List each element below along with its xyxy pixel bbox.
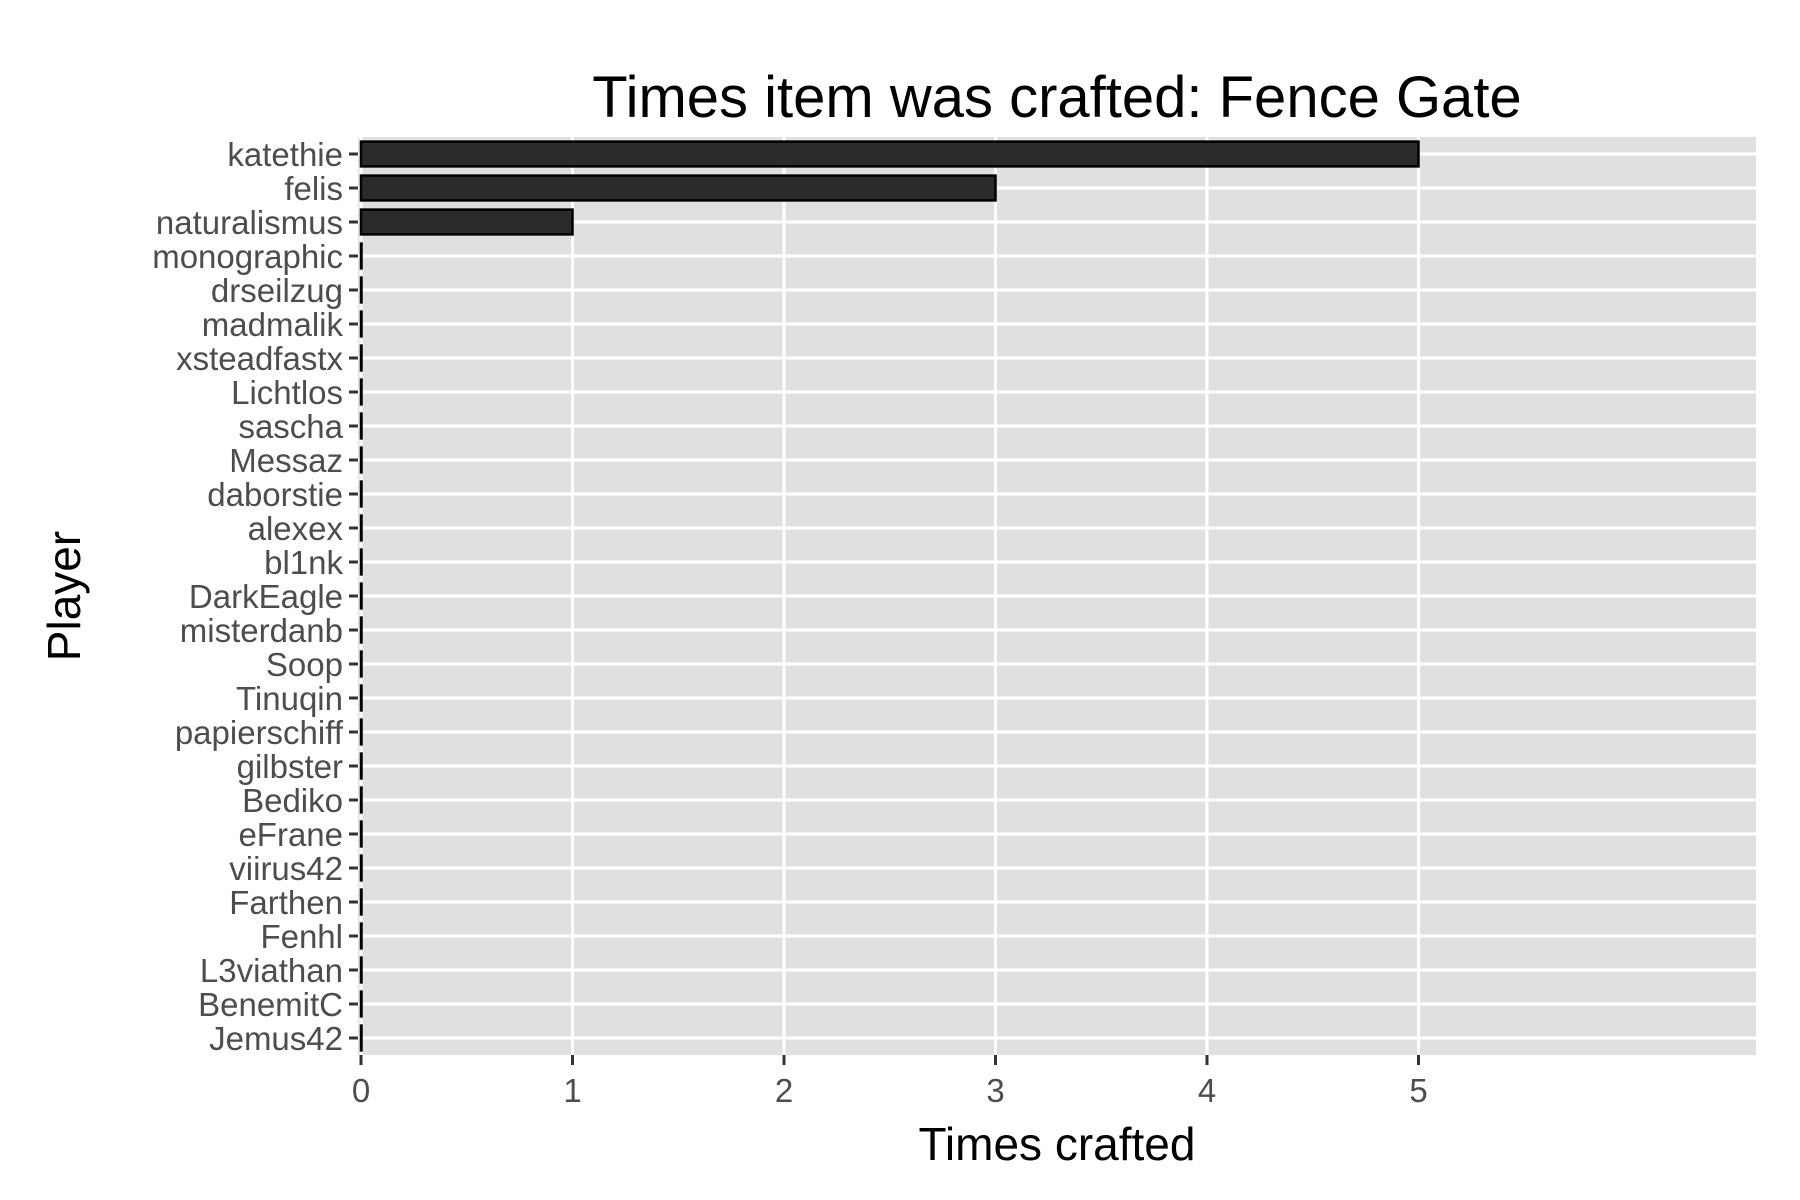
bar <box>359 956 363 984</box>
bar <box>359 752 363 780</box>
y-tick-label: naturalismus <box>156 204 343 241</box>
bar <box>359 718 363 746</box>
bar <box>359 888 363 916</box>
bar <box>359 242 363 270</box>
y-axis: katethiefelisnaturalismusmonographicdrse… <box>152 136 358 1057</box>
bar <box>359 820 363 848</box>
bar <box>359 514 363 542</box>
y-tick-label: DarkEagle <box>189 578 343 615</box>
bar <box>359 446 363 474</box>
y-tick-label: viirus42 <box>229 850 343 887</box>
y-tick-label: sascha <box>238 408 343 445</box>
y-tick-label: Farthen <box>229 884 343 921</box>
y-tick-label: monographic <box>152 238 343 275</box>
y-tick-label: Jemus42 <box>209 1020 343 1057</box>
y-tick-label: Fenhl <box>260 918 343 955</box>
y-tick-label: Lichtlos <box>231 374 343 411</box>
chart-title: Times item was crafted: Fence Gate <box>592 65 1521 130</box>
y-tick-label: L3viathan <box>200 952 343 989</box>
y-tick-label: Soop <box>266 646 343 683</box>
x-tick-label: 3 <box>986 1072 1004 1109</box>
y-tick-label: misterdanb <box>180 612 343 649</box>
y-tick-label: Bediko <box>242 782 343 819</box>
y-tick-label: BenemitC <box>198 986 343 1023</box>
y-tick-label: bl1nk <box>264 544 343 581</box>
bar <box>359 650 363 678</box>
bar <box>359 276 363 304</box>
y-tick-label: xsteadfastx <box>176 340 343 377</box>
bar <box>359 854 363 882</box>
x-tick-label: 1 <box>563 1072 581 1109</box>
bar <box>359 1024 363 1052</box>
bar <box>359 174 997 202</box>
y-tick-label: alexex <box>248 510 344 547</box>
bar <box>359 344 363 372</box>
x-tick-label: 4 <box>1198 1072 1216 1109</box>
bar <box>359 310 363 338</box>
x-tick-label: 5 <box>1409 1072 1427 1109</box>
y-tick-label: gilbster <box>237 748 343 785</box>
x-axis: 0 1 2 3 4 5 <box>352 1055 1428 1109</box>
grid-lines <box>358 137 1756 1055</box>
y-tick-label: eFrane <box>238 816 343 853</box>
x-tick-label: 2 <box>775 1072 793 1109</box>
y-tick-label: madmalik <box>202 306 344 343</box>
y-tick-label: drseilzug <box>211 272 343 309</box>
y-tick-label: daborstie <box>207 476 343 513</box>
bar <box>359 786 363 814</box>
x-axis-title: Times crafted <box>919 1118 1196 1170</box>
y-tick-label: felis <box>284 170 343 207</box>
y-axis-title: Player <box>38 531 90 661</box>
bars <box>359 140 1420 1052</box>
y-tick-label: Messaz <box>229 442 343 479</box>
bar <box>359 208 574 236</box>
bar <box>359 684 363 712</box>
bar <box>359 990 363 1018</box>
bar <box>359 548 363 576</box>
bar <box>359 378 363 406</box>
y-tick-label: papierschiff <box>175 714 344 751</box>
bar <box>359 412 363 440</box>
y-tick-label: Tinuqin <box>236 680 343 717</box>
bar <box>359 480 363 508</box>
bar <box>359 922 363 950</box>
bar <box>359 616 363 644</box>
y-tick-label: katethie <box>227 136 343 173</box>
x-tick-label: 0 <box>352 1072 370 1109</box>
bar <box>359 582 363 610</box>
bar <box>359 140 1420 168</box>
